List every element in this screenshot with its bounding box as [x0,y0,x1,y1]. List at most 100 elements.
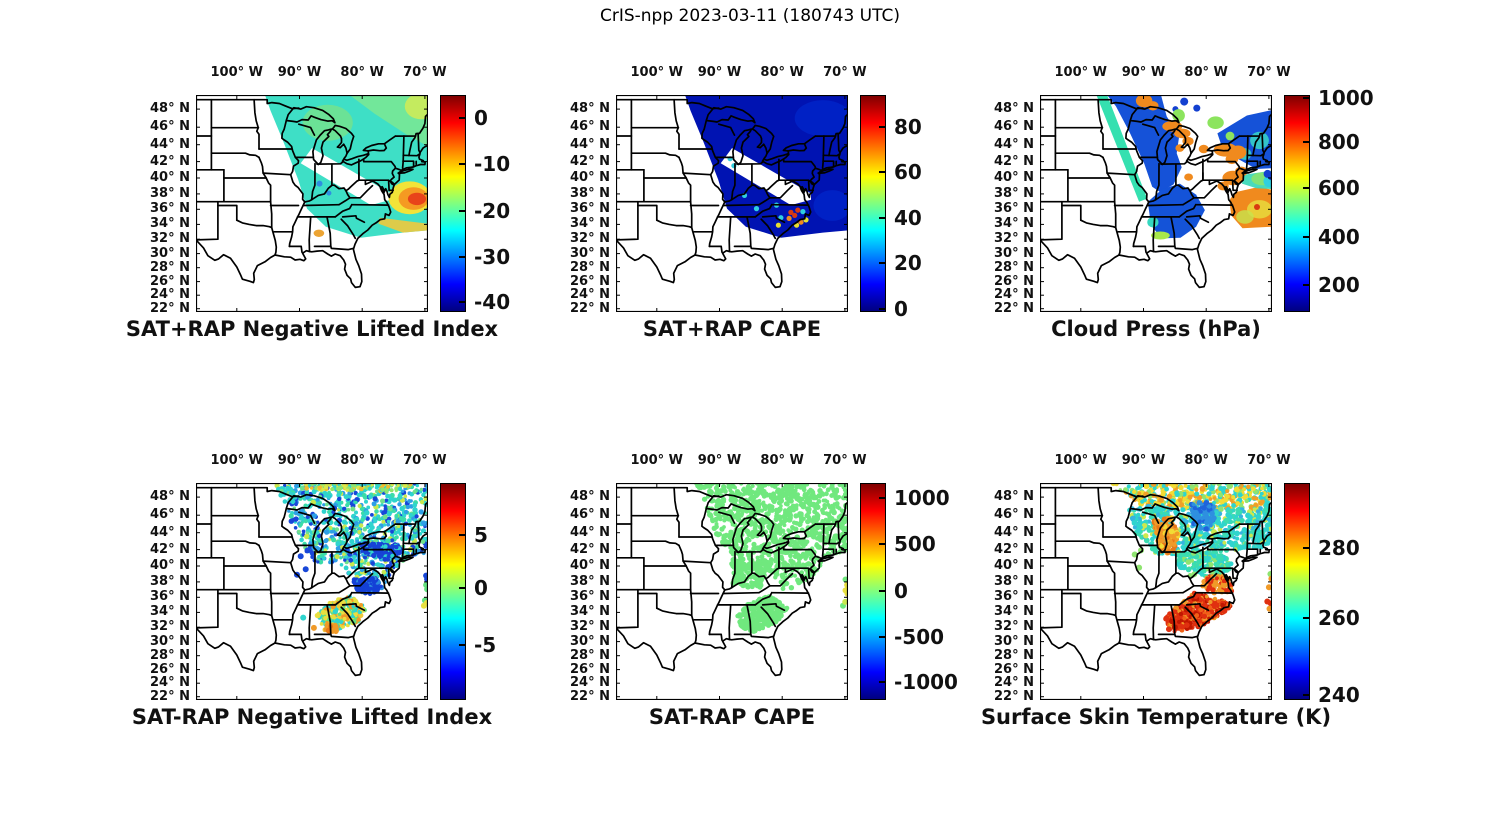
colorbar [1284,95,1310,312]
lon-tick-label: 80° W [340,65,384,80]
colorbar-tick [1303,141,1309,143]
lat-tick-label: 34° N [150,216,190,232]
lat-tick-label: 36° N [994,201,1034,217]
colorbar-tick-label: 40 [894,206,922,230]
lat-tick-label: 26° N [994,661,1034,677]
colorbar-tick-label: -20 [474,199,511,223]
lat-tick-label: 24° N [994,287,1034,303]
lat-tick-label: 34° N [994,216,1034,232]
colorbar-tick-label: 1000 [1318,86,1374,110]
lat-tick-label: 28° N [150,647,190,663]
lat-tick-label: 24° N [570,287,610,303]
lat-tick-label: 22° N [570,688,610,704]
colorbar-tick-label: 260 [1318,606,1360,630]
colorbar-tick [879,262,885,264]
colorbar-tick [459,117,465,119]
lat-tick-label: 38° N [150,573,190,589]
panel-title: Cloud Press (hPa) [1051,317,1261,341]
lat-tick-label: 36° N [570,589,610,605]
colorbar-tick [459,534,465,536]
colorbar-tick [459,256,465,258]
colorbar-tick [459,644,465,646]
colorbar-tick [1303,97,1309,99]
colorbar-tick-label: 240 [1318,683,1360,707]
lat-tick-label: 34° N [994,604,1034,620]
lat-tick-label: 44° N [994,524,1034,540]
lat-tick-label: 36° N [994,589,1034,605]
lon-tick-label: 100° W [1054,453,1107,468]
lat-tick-label: 28° N [994,647,1034,663]
panel-title: SAT+RAP CAPE [642,317,822,341]
lon-tick-label: 90° W [277,65,322,80]
lat-tick-label: 22° N [150,688,190,704]
lat-tick-label: 22° N [570,300,610,316]
lat-tick-label: 32° N [570,231,610,247]
lat-tick-label: 30° N [994,633,1034,649]
lat-tick-label: 30° N [994,245,1034,261]
lat-tick-label: 40° N [150,169,190,185]
lat-tick-label: 24° N [570,675,610,691]
panel-title: SAT-RAP CAPE [648,705,816,729]
lat-tick-label: 44° N [150,524,190,540]
lat-tick-label: 38° N [570,573,610,589]
colorbar-tick [1303,617,1309,619]
lon-tick-label: 100° W [630,453,683,468]
map-canvas [616,95,848,312]
lat-tick-label: 28° N [570,647,610,663]
colorbar-tick-label: -30 [474,245,511,269]
colorbar-tick [879,217,885,219]
lat-tick-label: 42° N [150,153,190,169]
map-canvas [196,483,428,700]
lat-tick-label: 30° N [150,633,190,649]
lat-tick-label: 26° N [150,661,190,677]
lat-tick-label: 40° N [150,557,190,573]
map-canvas [1040,95,1272,312]
lat-tick-label: 22° N [150,300,190,316]
colorbar-tick [459,301,465,303]
lat-tick-label: 40° N [994,557,1034,573]
colorbar-tick-label: 600 [1318,176,1360,200]
map-canvas [616,483,848,700]
colorbar-tick-label: -10 [474,152,511,176]
colorbar-tick-label: 0 [894,297,908,321]
lat-tick-label: 28° N [994,259,1034,275]
colorbar-tick-label: 20 [894,251,922,275]
lat-tick-label: 30° N [570,633,610,649]
colorbar-tick [459,210,465,212]
lat-tick-label: 34° N [570,604,610,620]
lon-tick-label: 80° W [340,453,384,468]
colorbar-tick [879,171,885,173]
lat-tick-label: 34° N [150,604,190,620]
colorbar-tick-label: 0 [894,579,908,603]
colorbar-tick [1303,284,1309,286]
lat-tick-label: 48° N [994,101,1034,117]
lat-tick-label: 26° N [150,273,190,289]
lon-tick-label: 100° W [630,65,683,80]
lat-tick-label: 40° N [994,169,1034,185]
panel-title: Surface Skin Temperature (K) [980,705,1332,729]
lon-tick-label: 70° W [823,453,867,468]
lat-tick-label: 32° N [150,231,190,247]
lon-tick-label: 90° W [697,65,742,80]
lat-tick-label: 36° N [570,201,610,217]
lat-tick-label: 44° N [570,136,610,152]
panel-title: SAT-RAP Negative Lifted Index [131,705,493,729]
colorbar-tick-label: 400 [1318,225,1360,249]
lat-tick-label: 28° N [150,259,190,275]
lat-tick-label: 48° N [994,489,1034,505]
lat-tick-label: 40° N [570,557,610,573]
lat-tick-label: 26° N [994,273,1034,289]
lat-tick-label: 46° N [994,119,1034,135]
colorbar-tick-label: 200 [1318,273,1360,297]
lat-tick-label: 32° N [570,619,610,635]
colorbar-tick [1303,547,1309,549]
lat-tick-label: 40° N [570,169,610,185]
colorbar-tick-label: -500 [894,625,945,649]
colorbar-tick-label: -5 [474,633,497,657]
panel-title: SAT+RAP Negative Lifted Index [125,317,499,341]
lat-tick-label: 30° N [570,245,610,261]
lon-tick-label: 80° W [1184,453,1228,468]
colorbar-tick [459,163,465,165]
lat-tick-label: 44° N [150,136,190,152]
lon-tick-label: 80° W [760,453,804,468]
